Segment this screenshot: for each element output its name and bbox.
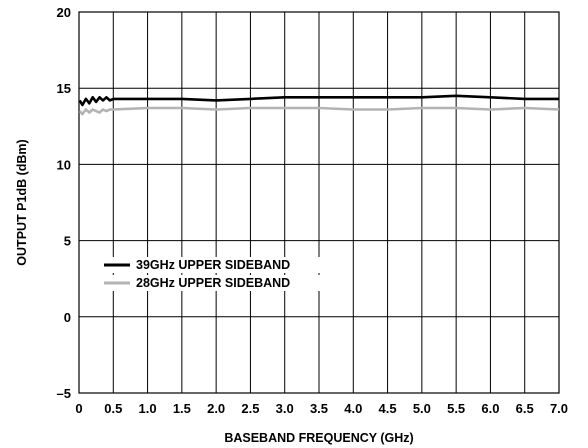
y-tick-label: 15 <box>57 81 71 96</box>
x-axis-ticks: 0 0.5 1.0 1.5 2.0 2.5 3.0 3.5 4.0 4.5 5.0 5.5 6.0 6.5… <box>75 401 568 416</box>
x-tick-label: 4.5 <box>379 401 397 416</box>
x-tick-label: 2.0 <box>207 401 225 416</box>
x-tick-label: 1.0 <box>139 401 157 416</box>
x-tick-label: 7.0 <box>550 401 568 416</box>
x-tick-label: 5.5 <box>447 401 465 416</box>
x-tick-label: 2.5 <box>241 401 259 416</box>
x-tick-label: 3.0 <box>276 401 294 416</box>
legend-label: 39GHz UPPER SIDEBAND <box>136 258 290 272</box>
grid <box>78 11 560 394</box>
legend-background <box>100 257 340 273</box>
legend-item: 28GHz UPPER SIDEBAND <box>100 275 340 291</box>
x-tick-label: 4.0 <box>344 401 362 416</box>
legend-background <box>100 275 340 291</box>
series-layer <box>78 94 560 116</box>
series-line-1 <box>78 106 560 116</box>
legend-label: 28GHz UPPER SIDEBAND <box>136 276 290 290</box>
legend: 39GHz UPPER SIDEBAND 28GHz UPPER SIDEBAND <box>100 257 340 291</box>
x-tick-label: 1.5 <box>173 401 191 416</box>
x-tick-label: 6.0 <box>481 401 499 416</box>
x-axis-label: BASEBAND FREQUENCY (GHz) <box>224 431 413 445</box>
y-axis-label: OUTPUT P1dB (dBm) <box>15 139 29 265</box>
x-tick-label: 3.5 <box>310 401 328 416</box>
y-tick-label: 20 <box>57 5 71 20</box>
series-line-0 <box>78 94 559 107</box>
y-tick-label: 0 <box>64 310 71 325</box>
x-tick-label: 0 <box>75 401 82 416</box>
y-axis-ticks: –5 0 5 10 15 20 <box>57 5 71 401</box>
x-tick-label: 6.5 <box>516 401 534 416</box>
x-tick-label: 0.5 <box>104 401 122 416</box>
y-tick-label: –5 <box>57 386 71 401</box>
x-tick-label: 5.0 <box>413 401 431 416</box>
y-tick-label: 5 <box>64 234 71 249</box>
plot-frame <box>78 11 560 394</box>
y-tick-label: 10 <box>57 157 71 172</box>
legend-item: 39GHz UPPER SIDEBAND <box>100 257 340 273</box>
